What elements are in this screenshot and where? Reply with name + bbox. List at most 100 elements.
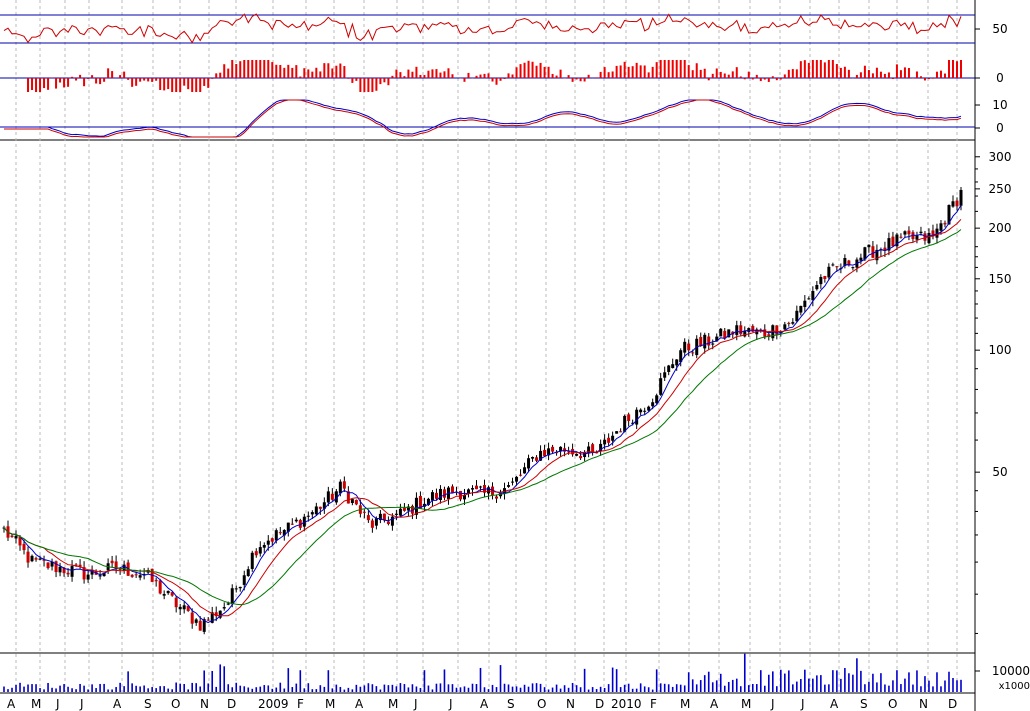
candle-body: [887, 238, 891, 251]
momentum-bar: [551, 73, 554, 78]
volume-bar: [836, 670, 838, 692]
momentum-bar: [387, 78, 390, 86]
month-gridlines: [15, 0, 958, 693]
candle-body: [955, 200, 959, 207]
volume-bar: [551, 687, 554, 692]
candle-body: [931, 230, 935, 236]
candle-body: [70, 566, 74, 577]
momentum-bar: [103, 78, 106, 82]
volume-bar: [247, 687, 250, 692]
volume-bar: [419, 688, 422, 692]
volume-bar: [539, 683, 542, 692]
month-label: O: [537, 697, 546, 711]
candle-body: [242, 575, 246, 585]
momentum-bar: [35, 78, 38, 92]
momentum-bar: [603, 67, 606, 78]
volume-bar: [663, 683, 666, 692]
volume-bar: [607, 684, 610, 692]
volume-bar: [43, 689, 45, 692]
candle-body: [519, 474, 523, 476]
momentum-bar: [547, 66, 550, 78]
momentum-bar: [927, 78, 930, 80]
candle-body: [891, 236, 895, 247]
momentum-bar: [155, 78, 158, 81]
month-label: O: [888, 697, 897, 711]
volume-bar: [439, 683, 442, 692]
volume-bar: [343, 689, 346, 692]
candle-body: [122, 564, 126, 571]
price-tick-label: 150: [989, 272, 1012, 286]
candle-body: [591, 444, 595, 452]
momentum-bar: [451, 74, 454, 78]
candle-body: [278, 532, 282, 534]
momentum-bar: [411, 71, 414, 78]
volume-bar: [375, 686, 378, 692]
momentum-bar: [879, 71, 882, 78]
volume-bar: [699, 680, 702, 692]
candle-body: [575, 453, 579, 456]
volume-bar: [135, 685, 137, 692]
volume-bar: [940, 686, 942, 692]
moving-average-line: [3, 229, 962, 606]
volume-bar: [275, 687, 278, 692]
momentum-bar: [907, 68, 910, 78]
volume-bar: [35, 684, 37, 692]
momentum-bar: [279, 65, 282, 78]
volume-bar: [251, 688, 254, 692]
momentum-bar: [463, 78, 466, 82]
volume-bar: [27, 684, 29, 692]
momentum-bar: [339, 63, 342, 78]
volume-bar: [872, 673, 874, 692]
momentum-bar: [747, 71, 750, 78]
volume-bar: [936, 672, 938, 692]
momentum-bar: [27, 78, 30, 92]
volume-bar: [391, 684, 394, 692]
month-label: M: [680, 697, 690, 711]
candle-body: [398, 508, 402, 516]
candle-body: [286, 522, 290, 532]
candle-body: [214, 612, 218, 617]
momentum-bar: [535, 65, 538, 78]
candle-body: [495, 496, 499, 499]
volume-bar: [71, 688, 73, 692]
momentum-bar: [711, 73, 714, 78]
volume-bar: [123, 686, 125, 692]
volume-bar: [279, 682, 282, 692]
volume-bar: [187, 689, 189, 692]
momentum-bar: [151, 78, 154, 82]
volume-bar: [707, 671, 710, 692]
momentum-bar: [723, 73, 726, 78]
volume-bar: [259, 686, 262, 692]
volume-bar: [459, 687, 462, 692]
momentum-bar: [839, 67, 842, 78]
month-label: S: [860, 697, 868, 711]
candle-body: [935, 228, 939, 238]
volume-bar: [796, 681, 798, 692]
candle-body: [226, 603, 230, 605]
momentum-bar: [223, 64, 226, 78]
candle-body: [539, 450, 543, 461]
volume-bar: [627, 683, 630, 692]
volume-bar: [379, 689, 382, 692]
volume-bar: [691, 679, 694, 692]
momentum-bar: [919, 76, 922, 78]
volume-bar: [195, 683, 198, 692]
momentum-bar: [175, 78, 178, 92]
momentum-bar: [67, 78, 70, 87]
momentum-bar: [895, 64, 898, 78]
volume-bar: [467, 687, 470, 692]
candle-body: [206, 619, 210, 621]
volume-bar: [695, 684, 698, 692]
candle-body: [707, 336, 711, 346]
candle-body: [743, 330, 747, 337]
momentum-bar: [951, 60, 954, 78]
month-label: A: [710, 697, 719, 711]
volume-bar: [383, 684, 386, 692]
volume-bar: [848, 673, 850, 692]
momentum-bar: [487, 73, 490, 78]
momentum-bar: [755, 74, 758, 78]
rsi-panel: [0, 13, 975, 44]
candle-body: [462, 494, 466, 500]
month-label: N: [566, 697, 575, 711]
momentum-bar: [699, 69, 702, 78]
